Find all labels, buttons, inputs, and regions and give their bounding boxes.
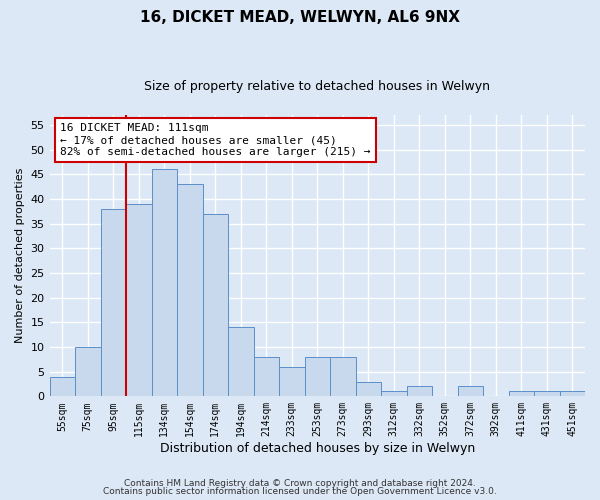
Bar bbox=[50, 376, 75, 396]
Bar bbox=[509, 392, 534, 396]
Bar bbox=[407, 386, 432, 396]
Bar bbox=[254, 357, 279, 397]
Bar bbox=[534, 392, 560, 396]
X-axis label: Distribution of detached houses by size in Welwyn: Distribution of detached houses by size … bbox=[160, 442, 475, 455]
Text: Contains HM Land Registry data © Crown copyright and database right 2024.: Contains HM Land Registry data © Crown c… bbox=[124, 478, 476, 488]
Bar bbox=[330, 357, 356, 397]
Y-axis label: Number of detached properties: Number of detached properties bbox=[15, 168, 25, 344]
Title: Size of property relative to detached houses in Welwyn: Size of property relative to detached ho… bbox=[144, 80, 490, 93]
Bar bbox=[560, 392, 585, 396]
Bar bbox=[356, 382, 381, 396]
Bar bbox=[279, 366, 305, 396]
Text: 16 DICKET MEAD: 111sqm
← 17% of detached houses are smaller (45)
82% of semi-det: 16 DICKET MEAD: 111sqm ← 17% of detached… bbox=[60, 124, 371, 156]
Bar bbox=[305, 357, 330, 397]
Text: 16, DICKET MEAD, WELWYN, AL6 9NX: 16, DICKET MEAD, WELWYN, AL6 9NX bbox=[140, 10, 460, 25]
Bar bbox=[152, 170, 177, 396]
Bar bbox=[228, 327, 254, 396]
Bar bbox=[75, 347, 101, 397]
Text: Contains public sector information licensed under the Open Government Licence v3: Contains public sector information licen… bbox=[103, 487, 497, 496]
Bar bbox=[126, 204, 152, 396]
Bar bbox=[177, 184, 203, 396]
Bar bbox=[101, 209, 126, 396]
Bar bbox=[381, 392, 407, 396]
Bar bbox=[458, 386, 483, 396]
Bar bbox=[203, 214, 228, 396]
